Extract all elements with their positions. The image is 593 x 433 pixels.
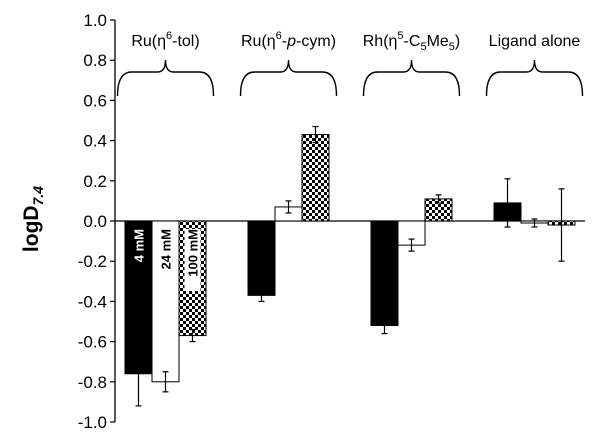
bar — [370, 220, 399, 327]
group-brace — [239, 59, 338, 97]
y-tick-label: 0.8 — [83, 51, 107, 70]
y-tick-label: -0.2 — [78, 252, 107, 271]
bar — [247, 220, 276, 296]
y-tick-label: 0.2 — [83, 172, 107, 191]
y-tick-label: -0.6 — [78, 333, 107, 352]
bar — [301, 134, 330, 222]
series-labels: 4 mM 24 mM 100 mM — [132, 229, 201, 291]
series-label-bg — [184, 229, 201, 291]
y-axis-label: logD7.4 — [20, 186, 46, 252]
y-tick-label: -1.0 — [78, 413, 107, 432]
y-tick-label: -0.8 — [78, 373, 107, 392]
group-label: Ligand alone — [489, 33, 581, 50]
y-axis-label-main: logD — [20, 205, 43, 252]
group-brace — [362, 59, 461, 97]
y-tick-label: 0.4 — [83, 132, 107, 151]
group-brace — [485, 59, 584, 97]
y-axis-label-sub: 7.4 — [30, 186, 46, 206]
group-labels: Ru(η6-tol) Ru(η6-p-cym) Rh(η5-C5Me5) Ligand… — [131, 30, 580, 53]
y-tick-labels: 1.0 0.8 0.6 0.4 0.2 0.0 -0.2 -0.4 -0.6 -0.8 -1.0 — [78, 11, 107, 432]
y-tick-label: 0.6 — [83, 91, 107, 110]
error-bars — [135, 125, 565, 407]
group-label: Ru(η6-p-cym) — [241, 30, 336, 50]
series-label: 4 mM — [132, 229, 147, 262]
bars — [124, 134, 576, 383]
group-label: Ru(η6-tol) — [131, 30, 199, 50]
group-label: Rh(η5-C5Me5) — [363, 30, 461, 53]
y-tick-label: 0.0 — [83, 212, 107, 231]
y-tick-label: -0.4 — [78, 292, 107, 311]
series-label: 100 mM — [186, 229, 201, 277]
group-braces — [116, 59, 584, 97]
y-tick-label: 1.0 — [83, 11, 107, 30]
series-label: 24 mM — [159, 229, 174, 269]
group-brace — [116, 59, 215, 97]
